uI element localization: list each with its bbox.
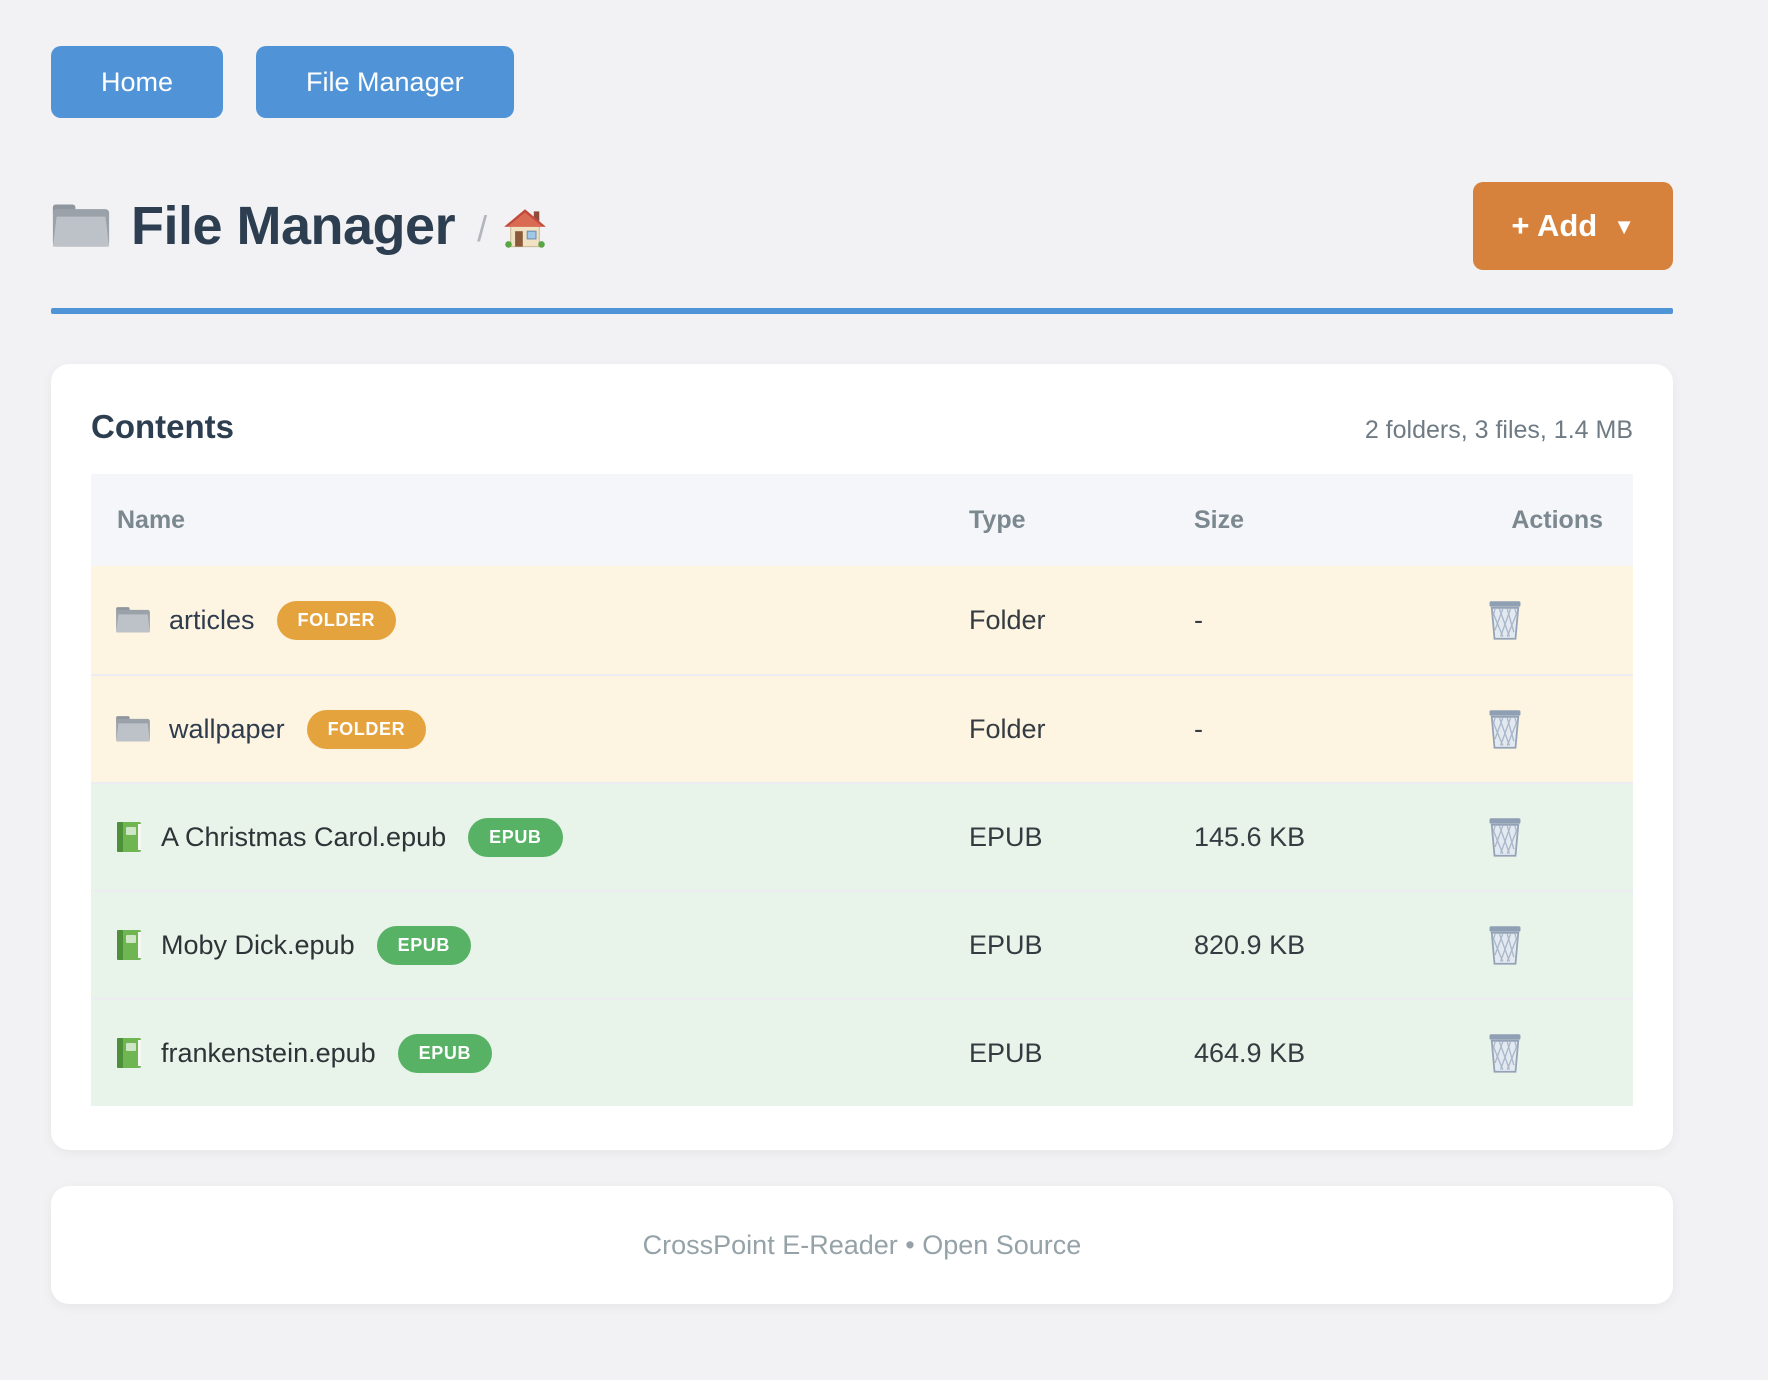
contents-card: Contents 2 folders, 3 files, 1.4 MB Name… (51, 364, 1673, 1150)
delete-button[interactable] (1487, 1032, 1523, 1074)
size-cell: - (1194, 604, 1203, 635)
page-title: File Manager (131, 196, 456, 256)
header-divider (51, 308, 1673, 314)
book-icon (115, 1036, 143, 1070)
footer-text: CrossPoint E-Reader • Open Source (642, 1229, 1082, 1260)
contents-summary: 2 folders, 3 files, 1.4 MB (1364, 416, 1633, 444)
home-icon[interactable] (503, 208, 547, 250)
add-button-text: + Add (1511, 208, 1598, 243)
home-button[interactable]: Home (51, 46, 224, 118)
type-cell: EPUB (969, 929, 1043, 960)
file-name[interactable]: A Christmas Carol.epub (161, 821, 447, 852)
type-cell: EPUB (969, 1037, 1043, 1068)
type-cell: Folder (969, 604, 1046, 635)
type-badge: EPUB (468, 817, 563, 857)
file-table: Name Type Size Actions articles FOLDER F… (91, 474, 1633, 1106)
size-cell: 820.9 KB (1194, 929, 1306, 960)
column-header-name: Name (117, 505, 186, 534)
table-row[interactable]: Moby Dick.epub EPUB EPUB 820.9 KB (91, 890, 1633, 998)
title-group: File Manager / (51, 195, 547, 257)
caret-down-icon: ▼ (1613, 214, 1635, 239)
folder-icon (115, 605, 151, 635)
actions-cell (1419, 924, 1633, 966)
breadcrumb-separator: / (477, 208, 488, 249)
actions-cell (1419, 816, 1633, 858)
actions-cell (1419, 599, 1633, 641)
size-cell: 464.9 KB (1194, 1037, 1306, 1068)
file-name[interactable]: wallpaper (169, 713, 285, 744)
footer-card: CrossPoint E-Reader • Open Source (51, 1186, 1673, 1304)
delete-button[interactable] (1487, 708, 1523, 750)
contents-title: Contents (91, 408, 234, 445)
book-icon (115, 928, 143, 962)
table-row[interactable]: A Christmas Carol.epub EPUB EPUB 145.6 K… (91, 782, 1633, 890)
table-header-row: Name Type Size Actions (91, 474, 1633, 566)
folder-icon (115, 714, 151, 744)
name-cell: articles FOLDER (91, 600, 969, 640)
size-cell: - (1194, 713, 1203, 744)
type-badge: FOLDER (306, 709, 427, 749)
type-badge: FOLDER (276, 600, 397, 640)
table-body: articles FOLDER Folder - (91, 566, 1633, 1106)
table-row[interactable]: articles FOLDER Folder - (91, 566, 1633, 674)
delete-button[interactable] (1487, 599, 1523, 641)
name-cell: Moby Dick.epub EPUB (91, 925, 969, 965)
file-name[interactable]: frankenstein.epub (161, 1037, 376, 1068)
actions-cell (1419, 1032, 1633, 1074)
name-cell: wallpaper FOLDER (91, 709, 969, 749)
column-header-actions: Actions (1511, 505, 1603, 534)
type-badge: EPUB (376, 925, 472, 965)
card-header: Contents 2 folders, 3 files, 1.4 MB (91, 408, 1633, 446)
name-cell: frankenstein.epub EPUB (91, 1033, 969, 1073)
delete-button[interactable] (1487, 816, 1523, 858)
table-row[interactable]: wallpaper FOLDER Folder - (91, 674, 1633, 782)
type-cell: EPUB (969, 821, 1043, 852)
size-cell: 145.6 KB (1194, 821, 1306, 852)
name-cell: A Christmas Carol.epub EPUB (91, 817, 969, 857)
type-badge: EPUB (397, 1033, 493, 1073)
delete-button[interactable] (1487, 924, 1523, 966)
table-row[interactable]: frankenstein.epub EPUB EPUB 464.9 KB (91, 998, 1633, 1106)
page: Home File Manager File Manager / (51, 0, 1673, 1304)
add-button[interactable]: ▼ + Add ▼ (1473, 182, 1673, 270)
page-header: File Manager / ▼ + Add ▼ (51, 182, 1673, 270)
file-manager-button[interactable]: File Manager (256, 46, 514, 118)
type-cell: Folder (969, 713, 1046, 744)
column-header-type: Type (969, 505, 1026, 534)
file-name[interactable]: articles (169, 604, 255, 635)
book-icon (115, 820, 143, 854)
nav-buttons: Home File Manager (51, 0, 1673, 118)
file-name[interactable]: Moby Dick.epub (161, 929, 355, 960)
actions-cell (1419, 708, 1633, 750)
folder-icon (51, 201, 111, 251)
column-header-size: Size (1194, 505, 1245, 534)
